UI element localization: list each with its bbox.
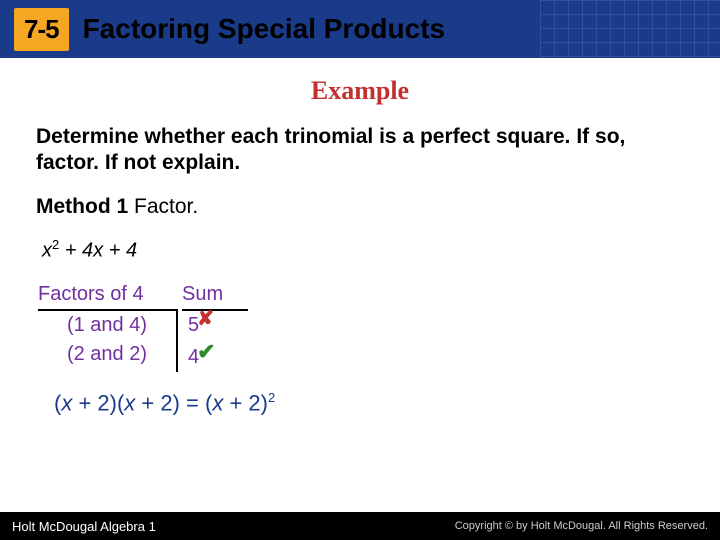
factor-table-header-right: Sum xyxy=(182,280,248,311)
factor-table: Factors of 4 Sum (1 and 4) 5✘ (2 and 2) … xyxy=(38,280,684,372)
footer-copyright: Copyright © by Holt McDougal. All Rights… xyxy=(455,520,708,532)
slide-footer: Holt McDougal Algebra 1 Copyright © by H… xyxy=(0,512,720,540)
footer-book-title: Holt McDougal Algebra 1 xyxy=(12,519,156,534)
factor-sum: 4✔ xyxy=(178,340,248,372)
factor-table-row: (1 and 4) 5✘ xyxy=(38,311,684,340)
slide-header: 7-5 Factoring Special Products xyxy=(0,0,720,58)
problem-prompt: Determine whether each trinomial is a pe… xyxy=(36,124,684,177)
trinomial-expression: x2 + 4x + 4 xyxy=(42,237,684,263)
example-label: Example xyxy=(36,76,684,106)
factored-result: (x + 2)(x + 2) = (x + 2)2 xyxy=(54,390,684,416)
x-mark-icon: ✘ xyxy=(197,308,214,330)
factor-pair: (2 and 2) xyxy=(38,340,178,372)
method-line: Method 1 Factor. xyxy=(36,195,684,219)
section-number-badge: 7-5 xyxy=(14,8,69,51)
header-grid-decoration xyxy=(540,0,720,58)
check-mark-icon: ✔ xyxy=(197,339,215,364)
factor-table-header-left: Factors of 4 xyxy=(38,280,178,311)
method-text: Factor. xyxy=(134,195,198,218)
factor-table-row: (2 and 2) 4✔ xyxy=(38,340,684,372)
factor-sum: 5✘ xyxy=(178,311,248,340)
factor-table-header: Factors of 4 Sum xyxy=(38,280,684,311)
method-number: Method 1 xyxy=(36,195,128,218)
slide-content: Example Determine whether each trinomial… xyxy=(0,58,720,416)
factor-pair: (1 and 4) xyxy=(38,311,178,340)
header-title: Factoring Special Products xyxy=(83,13,446,45)
